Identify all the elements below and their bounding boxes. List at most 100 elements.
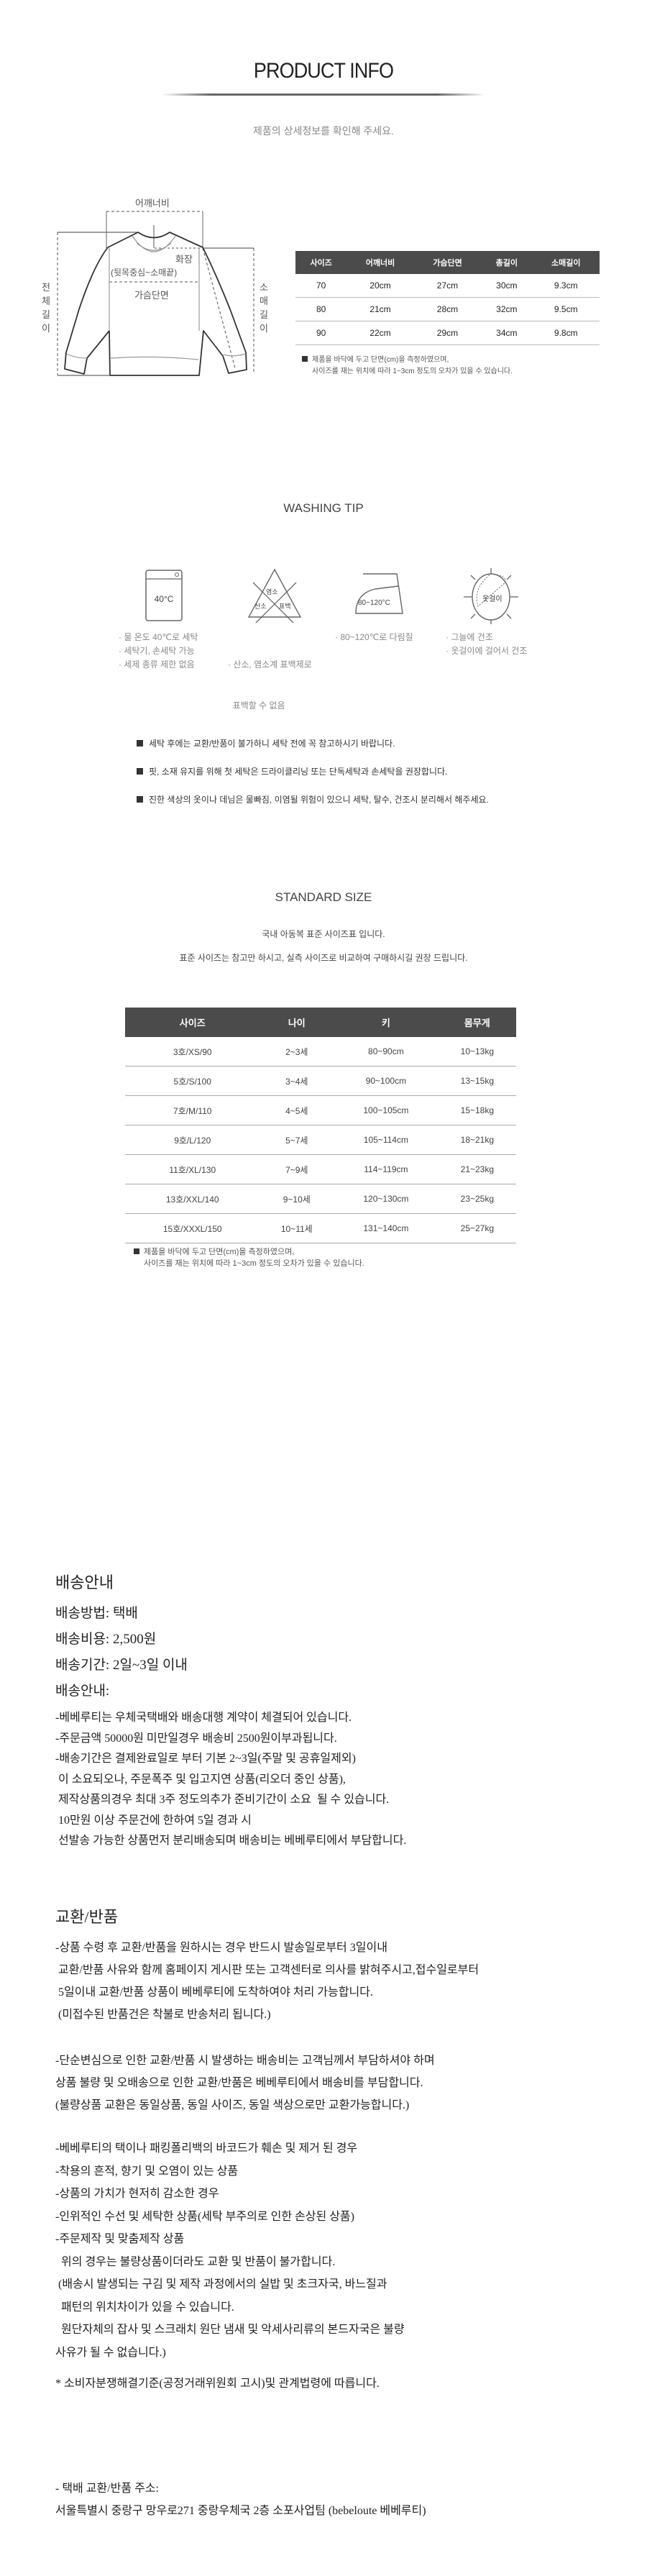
sweater-illustration	[57, 211, 254, 376]
note-line: 사이즈를 재는 위치에 따라 1~3cm 정도의 오차가 있을 수 있습니다.	[144, 1259, 364, 1268]
text-line: -상품 수령 후 교환/반품을 원하시는 경우 반드시 발송일로부터 3일이내	[55, 1942, 387, 1954]
exchange-block-restrictions: -베베루티의 택이나 패킹폴리백의 바코드가 훼손 및 제거 된 경우 -착용의 …	[55, 2137, 405, 2364]
col-chest: 가슴단면	[413, 251, 482, 274]
icon-label: 옷걸이	[482, 595, 503, 603]
wash-line: · 세탁기, 손세탁 가능	[119, 646, 195, 656]
cell: 4~5세	[260, 1095, 334, 1125]
text-line: -베베루티의 택이나 패킹폴리백의 바코드가 훼손 및 제거 된 경우	[55, 2142, 358, 2155]
cell: 25~27kg	[438, 1213, 516, 1243]
bullet-square-icon	[302, 356, 308, 362]
icon-label: 염소	[266, 588, 278, 595]
table-row: 7호/M/110 4~5세 100~105cm 15~18kg	[125, 1095, 516, 1125]
washing-note: 세탁 후에는 교환/반품이 불가하니 세탁 전에 꼭 참고하시기 바랍니다.	[137, 737, 395, 749]
cell: 28cm	[413, 297, 482, 321]
wash-line: · 세제 종류 제한 없음	[119, 659, 195, 670]
bullet-square-icon	[137, 768, 143, 775]
wash-line: 표백할 수 없음	[228, 700, 285, 711]
wash-line: · 산소, 염소계 표백제로	[228, 659, 312, 670]
wash-line: · 옷걸이에 걸어서 건조	[446, 646, 528, 656]
cell: 3호/XS/90	[125, 1037, 260, 1067]
cell: 22cm	[347, 321, 414, 345]
cell: 18~21kg	[438, 1125, 516, 1155]
washing-note: 진한 색상의 옷이나 데님은 물빠짐, 이염될 위험이 있으니 세탁, 탈수, …	[137, 793, 489, 805]
label-sleeve-reach: 화장	[175, 254, 193, 265]
measured-size-table: 사이즈 어깨너비 가슴단면 총길이 소매길이 70 20cm 27cm 30cm 9.3…	[295, 251, 600, 345]
cell: 9~10세	[260, 1184, 334, 1214]
table-row: 13호/XXL/140 9~10세 120~130cm 23~25kg	[125, 1184, 516, 1214]
text-line: -상품의 가치가 현저히 감소한 경우	[55, 2188, 219, 2200]
cell: 15호/XXXL/150	[125, 1213, 260, 1243]
table-row: 11호/XL/130 7~9세 114~119cm 21~23kg	[125, 1154, 516, 1184]
cell: 105~114cm	[334, 1125, 439, 1155]
col-size: 사이즈	[125, 1008, 260, 1037]
return-address: 서울특별시 중랑구 망우로271 중랑우체국 2층 소포사업팀 (bebelou…	[55, 2505, 426, 2517]
table-row: 9호/L/120 5~7세 105~114cm 18~21kg	[125, 1125, 516, 1155]
cell: 21cm	[347, 297, 414, 321]
cell: 30cm	[481, 274, 533, 298]
table-row: 5호/S/100 3~4세 90~100cm 13~15kg	[125, 1066, 516, 1096]
shipping-cost: 배송비용: 2,500원	[55, 1632, 157, 1647]
bullet-square-icon	[137, 796, 143, 803]
cell: 80	[295, 297, 347, 321]
washing-tip-title: WASHING TIP	[283, 501, 364, 515]
text-line: -배송기간은 결제완료일로 부터 기본 2~3일(주말 및 공휴일제외)	[55, 1753, 356, 1765]
note-text: 진한 색상의 옷이나 데님은 물빠짐, 이염될 위험이 있으니 세탁, 탈수, …	[149, 795, 489, 805]
wash-line: · 물 온도 40℃로 세탁	[119, 632, 198, 642]
icon-label: 40°C	[154, 594, 174, 604]
table-row: 3호/XS/90 2~3세 80~90cm 10~13kg	[125, 1037, 516, 1067]
note-line: 제품을 바닥에 두고 단면(cm)을 측정하였으며,	[144, 1248, 295, 1256]
wash-line: · 그늘에 건조	[446, 632, 493, 642]
text-line: 위의 경우는 불량상품이더라도 교환 및 반품이 불가합니다.	[55, 2255, 336, 2268]
return-address-label: - 택배 교환/반품 주소:	[55, 2483, 159, 2495]
washing-text-temp: · 물 온도 40℃로 세탁 · 세탁기, 손세탁 가능 · 세제 종류 제한 …	[119, 631, 198, 672]
text-line: 사유가 될 수 없습니다.)	[55, 2346, 166, 2359]
exchange-block-cost: -단순변심으로 인한 교환/반품 시 발생하는 배송비는 고객님께서 부담하셔야…	[55, 2050, 435, 2116]
text-line: 교환/반품 사유와 함께 홈페이지 게시판 또는 고객센터로 의사를 밝혀주시고…	[55, 1964, 479, 1976]
consumer-dispute-note: * 소비자분쟁해결기준(공정거래위원회 고시)및 관계법령에 따릅니다.	[55, 2378, 380, 2390]
col-shoulder: 어깨너비	[347, 251, 414, 274]
table-row: 70 20cm 27cm 30cm 9.3cm	[295, 274, 600, 298]
bullet-square-icon	[134, 1248, 139, 1254]
text-line: (불량상품 교환은 동일상품, 동일 사이즈, 동일 색상으로만 교환가능합니다…	[55, 2099, 410, 2111]
text-line: 5일이내 교환/반품 상품이 베베루티에 도착하여야 처리 가능합니다.	[55, 1986, 373, 1999]
cell: 13~15kg	[438, 1066, 516, 1096]
col-size: 사이즈	[295, 251, 347, 274]
cell: 100~105cm	[334, 1095, 439, 1125]
label-total-length: 전체길이	[42, 282, 50, 334]
icon-label: 80~120°C	[358, 599, 390, 607]
label-shoulder-width: 어깨너비	[135, 198, 170, 209]
cell: 23~25kg	[438, 1184, 516, 1214]
col-weight: 몸무게	[438, 1008, 516, 1037]
col-age: 나이	[260, 1008, 334, 1037]
washing-note: 핏, 소재 유지를 위해 첫 세탁은 드라이클리닝 또는 단독세탁과 손세탁을 …	[137, 765, 447, 777]
text-line: -단순변심으로 인한 교환/반품 시 발생하는 배송비는 고객님께서 부담하셔야…	[55, 2055, 435, 2067]
col-length: 총길이	[481, 251, 533, 274]
text-line: (배송시 발생되는 구김 및 제작 과정에서의 실밥 및 초크자국, 바느질과	[55, 2278, 387, 2290]
table-row: 80 21cm 28cm 32cm 9.5cm	[295, 297, 600, 321]
shipping-period: 배송기간: 2일~3일 이내	[55, 1658, 188, 1673]
cell: 7~9세	[260, 1154, 334, 1184]
cell: 9호/L/120	[125, 1125, 260, 1155]
table-row: 15호/XXXL/150 10~11세 131~140cm 25~27kg	[125, 1213, 516, 1243]
hang-dry-shade-icon: 옷걸이	[462, 567, 520, 624]
cell: 90~100cm	[334, 1066, 439, 1096]
text-line: 선발송 가능한 상품먼저 분리배송되며 배송비는 베베루티에서 부담합니다.	[55, 1835, 407, 1847]
page-subtitle: 제품의 상세정보를 확인해 주세요.	[253, 125, 394, 137]
note-text: 세탁 후에는 교환/반품이 불가하니 세탁 전에 꼭 참고하시기 바랍니다.	[149, 739, 395, 749]
text-line: -주문금액 50000원 미만일경우 배송비 2500원이부과됩니다.	[55, 1732, 337, 1745]
exchange-title: 교환/반품	[55, 1908, 119, 1926]
cell: 20cm	[347, 274, 414, 298]
cell: 7호/M/110	[125, 1095, 260, 1125]
cell: 9.3cm	[532, 274, 600, 298]
standard-size-desc: 표준 사이즈는 참고만 하시고, 실측 사이즈로 비교하여 구매하시길 권장 드…	[179, 953, 468, 963]
cell: 32cm	[481, 297, 533, 321]
note-line: 제품을 바닥에 두고 단면(cm)을 측정하였으며,	[312, 356, 449, 364]
shipping-title: 배송안내	[55, 1574, 114, 1591]
text-line: 10만원 이상 주문건에 한하여 5일 경과 시	[55, 1814, 252, 1827]
col-sleeve: 소매길이	[532, 251, 600, 274]
cell: 9.5cm	[532, 297, 600, 321]
text-line: -주문제작 및 맞춤제작 상품	[55, 2233, 185, 2245]
cell: 11호/XL/130	[125, 1154, 260, 1184]
note-line: 사이즈를 재는 위치에 따라 1~3cm 정도의 오차가 있을 수 있습니다.	[312, 367, 513, 375]
cell: 10~11세	[260, 1213, 334, 1243]
